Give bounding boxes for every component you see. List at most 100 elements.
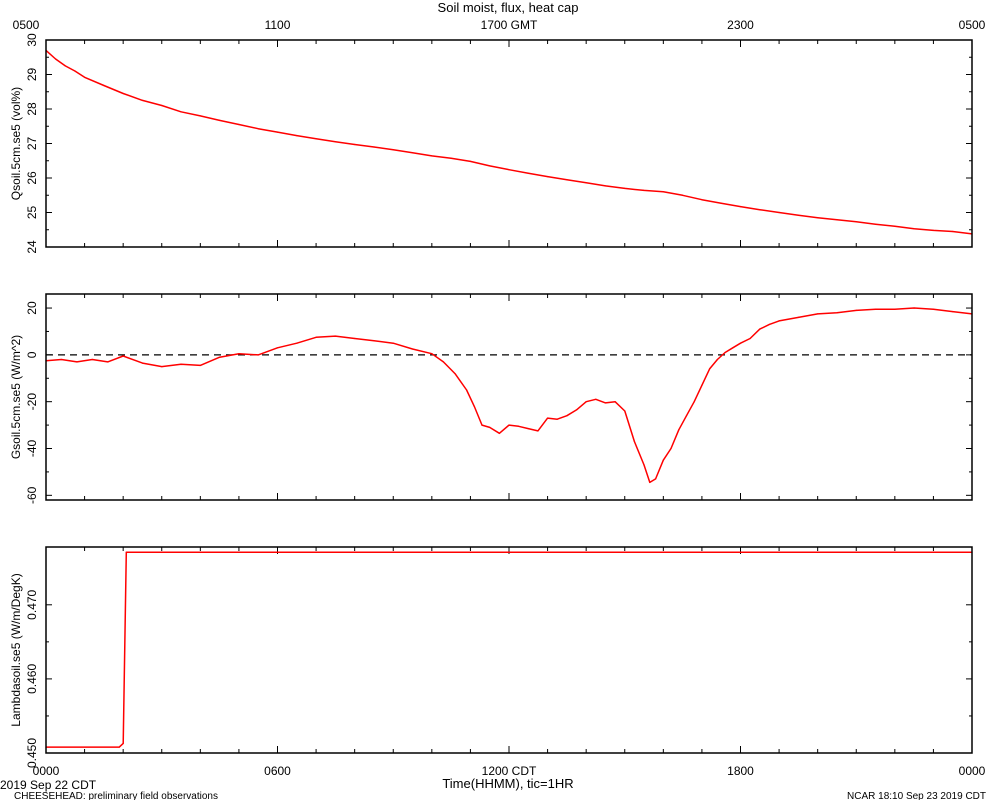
data-point	[778, 211, 780, 214]
bottom-axis-label: 1200 CDT	[482, 764, 537, 778]
data-point	[739, 206, 742, 208]
data-point	[720, 202, 722, 204]
data-point	[624, 410, 626, 412]
top-axis-label: 1100	[265, 18, 291, 32]
data-point	[732, 347, 734, 349]
data-point	[508, 424, 510, 426]
data-point	[442, 361, 444, 363]
data-point	[836, 219, 838, 221]
data-point	[655, 478, 657, 480]
data-point	[60, 358, 63, 361]
y-tick-label: 26	[25, 171, 39, 185]
data-point	[199, 115, 201, 117]
data-point	[473, 405, 475, 407]
y-tick-label: 20	[25, 301, 39, 315]
data-point	[604, 185, 607, 187]
data-point	[556, 418, 558, 420]
series-line-1	[45, 49, 973, 235]
top-axis-label: 0500	[959, 18, 986, 32]
top-axis-label: 0500	[13, 18, 40, 32]
data-point	[759, 328, 761, 330]
data-point	[161, 104, 163, 107]
y-tick-label: 28	[25, 102, 39, 116]
data-point	[894, 225, 896, 227]
data-point	[257, 354, 259, 356]
y-axis-label: Qsoil.5cm.se5 (vol%)	[9, 87, 23, 200]
data-point	[759, 209, 761, 211]
data-point	[649, 481, 651, 483]
data-point	[469, 160, 471, 162]
y-tick-label: 0.470	[25, 589, 39, 619]
data-point	[855, 309, 857, 311]
data-point	[411, 348, 414, 350]
data-point	[141, 362, 144, 364]
series-line-3	[46, 551, 972, 748]
data-point	[180, 111, 182, 113]
data-point	[643, 464, 645, 466]
data-point	[489, 165, 491, 167]
data-point	[693, 401, 695, 403]
bottom-axis-label: 1800	[727, 764, 754, 778]
data-point	[604, 402, 607, 404]
data-point	[614, 401, 616, 403]
chart-title: Soil moist, flux, heat cap	[438, 0, 579, 15]
data-point	[662, 459, 664, 461]
data-point	[466, 389, 468, 391]
panel-2: -60 -40 -20 0 20 Gsoil.5cm.se5 (W/m^2)	[9, 293, 973, 504]
data-point	[952, 230, 954, 233]
data-point	[296, 135, 298, 137]
data-point	[701, 384, 703, 386]
data-point	[296, 342, 298, 344]
footer-right: NCAR 18:10 Sep 23 2019 CDT	[847, 791, 986, 800]
data-point	[238, 123, 240, 126]
y-tick-label: -40	[25, 440, 39, 458]
data-point	[498, 432, 500, 434]
data-point	[122, 355, 124, 357]
data-point	[141, 99, 144, 101]
panel-frame	[45, 39, 973, 248]
data-point	[768, 323, 771, 325]
data-point	[161, 366, 163, 368]
x-axis-label: Time(HHMM), tic=1HR	[442, 776, 573, 791]
top-axis-label: 2300	[727, 18, 754, 32]
data-point	[797, 214, 800, 216]
data-point	[547, 176, 549, 178]
data-point	[894, 308, 896, 310]
data-point	[749, 337, 751, 340]
bottom-axis-label: 0000	[959, 764, 986, 778]
data-point	[373, 146, 375, 148]
y-tick-label: -60	[25, 486, 39, 504]
y-axis-label: Lambdasoil.se5 (W/m/DegK)	[9, 573, 23, 726]
data-point	[315, 336, 317, 338]
data-point	[180, 363, 182, 365]
y-tick-label: 25	[25, 206, 39, 220]
data-point	[836, 312, 838, 314]
data-point	[678, 429, 680, 431]
y-tick-label: 0.460	[25, 664, 39, 694]
data-point	[334, 335, 336, 337]
data-point	[932, 308, 935, 310]
data-point	[670, 447, 672, 450]
panel-1: 24 25 26 27 28 29 30 Qsoil.5cm.se5 (vol%)	[9, 33, 973, 254]
data-point	[450, 157, 452, 159]
data-point	[797, 316, 800, 318]
data-point	[257, 128, 259, 130]
data-point	[913, 228, 915, 230]
data-point	[508, 169, 510, 171]
data-point	[122, 92, 124, 95]
y-tick-label: 0.450	[25, 738, 39, 768]
data-point	[199, 364, 201, 366]
data-point	[585, 401, 587, 403]
data-point	[219, 119, 221, 121]
data-point	[125, 551, 127, 553]
data-point	[518, 425, 520, 427]
data-point	[118, 746, 120, 748]
data-point	[55, 58, 57, 60]
data-point	[855, 221, 857, 223]
data-point	[76, 361, 78, 363]
y-tick-label: 24	[25, 240, 39, 254]
data-point	[373, 340, 375, 342]
